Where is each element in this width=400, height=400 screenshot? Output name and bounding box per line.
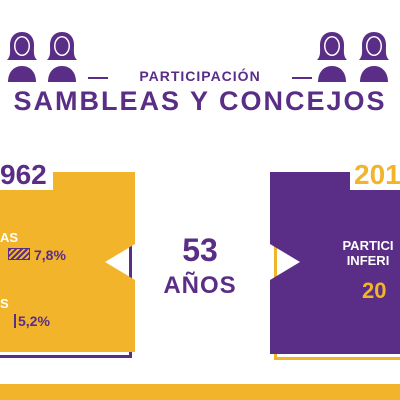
- left-year: 962: [0, 160, 53, 190]
- years-unit: AÑOS: [163, 272, 237, 299]
- right-panel: [270, 172, 400, 354]
- left-stat-label: AS: [0, 230, 19, 245]
- header-divider-left: [88, 77, 108, 79]
- hatched-bar: [8, 248, 30, 260]
- right-caption-line: PARTICI: [342, 238, 394, 253]
- right-value: 20: [362, 278, 387, 303]
- woman-icon: [42, 30, 82, 82]
- right-year: 201: [350, 160, 400, 190]
- left-stat-value: 5,2%: [18, 313, 50, 329]
- thin-bar: [14, 314, 16, 328]
- left-panel: [0, 172, 135, 352]
- right-caption-line: INFERI: [346, 253, 390, 268]
- header-kicker-row: PARTICIPACIÓN: [0, 68, 400, 90]
- left-stat-label: S: [0, 296, 9, 311]
- header-kicker: PARTICIPACIÓN: [139, 68, 261, 84]
- woman-icon: [2, 30, 42, 82]
- years-number: 53: [182, 232, 218, 268]
- left-panel-outline: [0, 178, 132, 358]
- right-caption: PARTICI INFERI: [318, 238, 400, 268]
- header-divider-right: [292, 77, 312, 79]
- bottom-bar: [0, 384, 400, 400]
- header-title: SAMBLEAS Y CONCEJOS: [13, 86, 387, 116]
- left-stat-value: 7,8%: [34, 247, 66, 263]
- woman-icon: [354, 30, 394, 82]
- woman-icon: [312, 30, 352, 82]
